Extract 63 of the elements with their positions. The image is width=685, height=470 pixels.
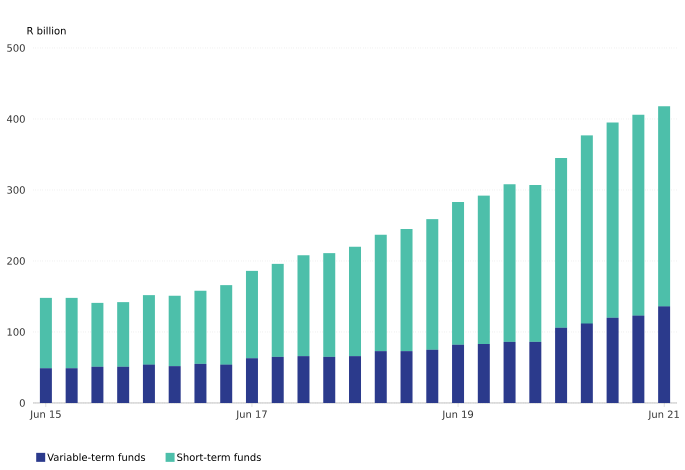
- bar: [40, 368, 52, 403]
- bar: [658, 306, 670, 403]
- bar: [504, 184, 516, 342]
- bar: [297, 255, 310, 356]
- bar: [142, 295, 155, 365]
- bar: [117, 366, 130, 403]
- bar: [117, 302, 130, 367]
- bar: [374, 234, 387, 352]
- bar: [426, 219, 438, 350]
- bar: [632, 114, 644, 316]
- bar: [91, 366, 104, 403]
- bar: [580, 323, 593, 403]
- x-tick-label: Jun 17: [236, 410, 267, 420]
- bar: [272, 356, 284, 403]
- bar: [272, 264, 284, 357]
- bar: [66, 368, 78, 403]
- bar: [632, 316, 644, 403]
- bar: [349, 246, 362, 356]
- bar: [168, 296, 181, 366]
- y-tick-label: 400: [6, 115, 25, 123]
- bar: [194, 290, 206, 364]
- bar: [297, 356, 310, 403]
- bar: [555, 328, 568, 403]
- bar: [529, 185, 542, 342]
- bar: [323, 356, 336, 403]
- bar: [168, 366, 181, 403]
- bar: [349, 356, 362, 403]
- bar: [529, 342, 542, 403]
- bar: [246, 358, 258, 403]
- bar: [66, 298, 78, 368]
- bar: [658, 106, 670, 306]
- bar: [580, 135, 593, 324]
- bar: [374, 351, 387, 403]
- bar: [142, 364, 155, 403]
- x-tick-label: Jun 15: [30, 410, 61, 420]
- x-tick-label: Jun 19: [442, 410, 474, 420]
- bar: [606, 122, 619, 318]
- bar: [40, 298, 52, 368]
- legend-label: Variable-term funds: [47, 453, 146, 462]
- bar: [426, 350, 438, 403]
- y-tick-label: 500: [7, 44, 25, 52]
- bar: [194, 364, 206, 403]
- bar: [220, 364, 232, 403]
- y-axis-title: R billion: [28, 26, 66, 34]
- bar: [220, 285, 232, 365]
- bar: [555, 158, 568, 328]
- y-tick-label: 100: [8, 328, 25, 336]
- bar: [606, 318, 619, 403]
- bar: [478, 344, 490, 403]
- bar: [504, 342, 516, 403]
- bar: [452, 344, 464, 403]
- bar: [452, 202, 464, 345]
- bar: [478, 196, 490, 344]
- y-tick-label: 200: [7, 257, 25, 265]
- bar: [323, 253, 336, 357]
- bar: [246, 270, 258, 358]
- y-tick-label: 300: [7, 186, 25, 194]
- legend-label: Short-term funds: [177, 453, 261, 462]
- x-tick-label: Jun 21: [648, 410, 679, 420]
- bar: [400, 229, 413, 352]
- bar: [91, 302, 104, 367]
- y-tick-label: 0: [20, 399, 25, 407]
- bar: [400, 351, 413, 403]
